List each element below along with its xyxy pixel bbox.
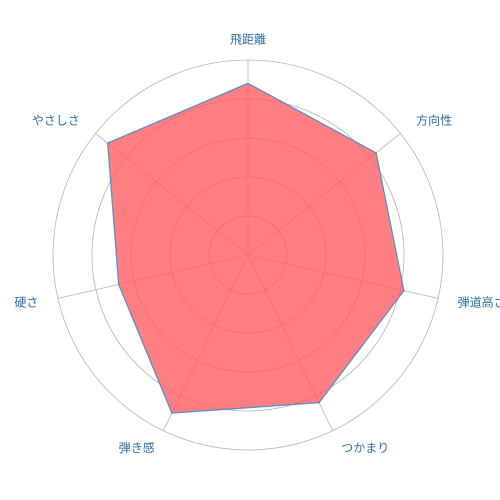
axis-label-5: 硬さ — [14, 295, 38, 309]
axis-label-4: 弾き感 — [119, 440, 155, 455]
data-point-6 — [106, 142, 109, 144]
data-point-0 — [247, 82, 249, 85]
data-point-4 — [171, 412, 173, 414]
data-point-1 — [375, 152, 377, 154]
axis-label-2: 弾道高さ — [458, 294, 500, 309]
data-point-2 — [403, 289, 405, 292]
series-area-0 — [107, 82, 405, 414]
series-layer — [106, 82, 405, 414]
data-point-3 — [318, 401, 320, 404]
axis-label-6: やさしさ — [32, 113, 80, 127]
axis-label-3: つかまり — [341, 441, 389, 455]
data-point-5 — [117, 283, 120, 286]
axis-label-0: 飛距離 — [230, 33, 266, 47]
axis-label-1: 方向性 — [416, 112, 452, 127]
